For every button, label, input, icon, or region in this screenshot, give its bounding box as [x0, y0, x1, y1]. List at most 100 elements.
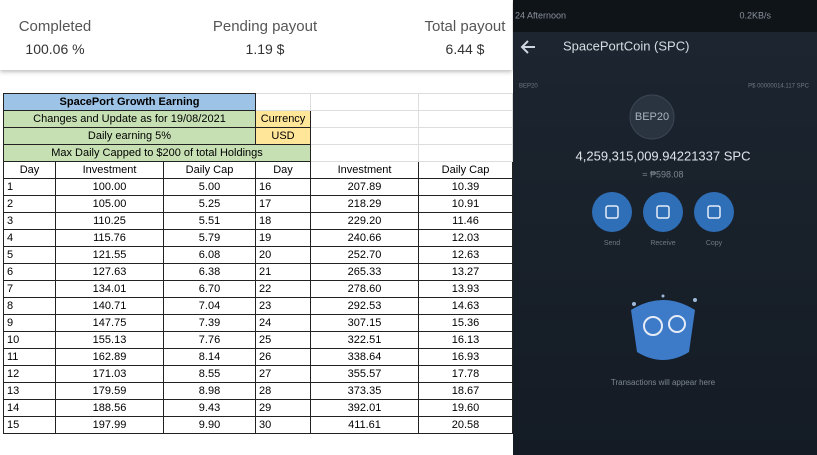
data-row: 14 188.56 9.43 29 392.01 19.60 [3, 399, 513, 417]
cell: 373.35 [310, 382, 419, 400]
cell: 8.55 [163, 365, 256, 383]
stat-label: Pending payout [212, 18, 318, 35]
cell: 27 [255, 365, 311, 383]
cell: 9.43 [163, 399, 256, 417]
wallet-screen: 24 Afternoon 0.2KB/s SpacePortCoin (SPC)… [513, 0, 817, 455]
empty-illustration [631, 294, 697, 360]
fiat-balance: ≈ ₱598.08 [643, 169, 684, 179]
cell: 10.91 [418, 195, 513, 213]
token-badge [629, 94, 675, 140]
cell: 307.15 [310, 314, 419, 332]
cell: 28 [255, 382, 311, 400]
action-button[interactable] [694, 192, 734, 232]
cell: 7 [3, 280, 56, 298]
cell: 8 [3, 297, 56, 315]
data-row: 13 179.59 8.98 28 373.35 18.67 [3, 382, 513, 400]
cell: 16.13 [418, 331, 513, 349]
cell: 19 [255, 229, 311, 247]
data-row: 3 110.25 5.51 18 229.20 11.46 [3, 212, 513, 230]
cell: 2 [3, 195, 56, 213]
cell: 5.79 [163, 229, 256, 247]
currency-label: Currency [255, 110, 311, 128]
currency: USD [255, 127, 311, 145]
back-button[interactable] [520, 40, 535, 54]
cell: 26 [255, 348, 311, 366]
cell: 411.61 [310, 416, 419, 434]
data-row: 10 155.13 7.76 25 322.51 16.13 [3, 331, 513, 349]
column-header: Day [255, 161, 311, 179]
action-button[interactable] [643, 192, 683, 232]
stat: Pending payout 1.19 $ [200, 18, 330, 57]
cell: 127.63 [55, 263, 164, 281]
daily-earning: Daily earning 5% [3, 127, 256, 145]
sheet-update: Changes and Update as for 19/08/2021 [3, 110, 256, 128]
spreadsheet: SpacePort Growth Earning Changes and Upd… [3, 93, 513, 434]
cell: 17.78 [418, 365, 513, 383]
cell: 6.38 [163, 263, 256, 281]
cell: 218.29 [310, 195, 419, 213]
data-row: 6 127.63 6.38 21 265.33 13.27 [3, 263, 513, 281]
data-row: 11 162.89 8.14 26 338.64 16.93 [3, 348, 513, 366]
cell: 24 [255, 314, 311, 332]
cell: 110.25 [55, 212, 164, 230]
status-speed: 0.2KB/s [739, 10, 771, 20]
data-row: 1 100.00 5.00 16 207.89 10.39 [3, 178, 513, 196]
action-row: Send Receive Copy [592, 192, 734, 247]
stat-label: Total payout [424, 18, 506, 35]
data-row: 7 134.01 6.70 22 278.60 13.93 [3, 280, 513, 298]
cell: 207.89 [310, 178, 419, 196]
cell: 338.64 [310, 348, 419, 366]
cell: 252.70 [310, 246, 419, 264]
column-header: Daily Cap [163, 161, 256, 179]
cell: 18.67 [418, 382, 513, 400]
status-bar [513, 0, 817, 32]
cell: 11.46 [418, 212, 513, 230]
empty-message: Transactions will appear here [611, 378, 716, 387]
action-icon [707, 205, 721, 219]
cell: 9.90 [163, 416, 256, 434]
action-button[interactable] [592, 192, 632, 232]
cell: 14.63 [418, 297, 513, 315]
cell: 7.76 [163, 331, 256, 349]
cell: 8.98 [163, 382, 256, 400]
cell: 21 [255, 263, 311, 281]
stat-value: 100.06 % [25, 41, 85, 57]
cell: 7.04 [163, 297, 256, 315]
cell: 15.36 [418, 314, 513, 332]
stat-value: 1.19 $ [245, 41, 285, 57]
cell: 29 [255, 399, 311, 417]
data-row: 9 147.75 7.39 24 307.15 15.36 [3, 314, 513, 332]
token-badge-label: BEP20 [635, 111, 669, 123]
cell: 6 [3, 263, 56, 281]
cell: 25 [255, 331, 311, 349]
cell: 13.27 [418, 263, 513, 281]
cell: 10 [3, 331, 56, 349]
column-header: Day [3, 161, 56, 179]
cell: 265.33 [310, 263, 419, 281]
cell: 19.60 [418, 399, 513, 417]
cell: 20 [255, 246, 311, 264]
cell: 240.66 [310, 229, 419, 247]
cell: 9 [3, 314, 56, 332]
column-header: Investment [55, 161, 164, 179]
cell: 13 [3, 382, 56, 400]
cell: 322.51 [310, 331, 419, 349]
action-icon [656, 205, 670, 219]
cell: 188.56 [55, 399, 164, 417]
cell: 197.99 [55, 416, 164, 434]
cell: 1 [3, 178, 56, 196]
cell: 5.51 [163, 212, 256, 230]
action-label: Copy [706, 240, 723, 247]
cell: 18 [255, 212, 311, 230]
cell: 10.39 [418, 178, 513, 196]
cell: 12 [3, 365, 56, 383]
cell: 3 [3, 212, 56, 230]
sheet-title: SpacePort Growth Earning [3, 93, 256, 111]
stat: Total payout 6.44 $ [410, 18, 520, 57]
cell: 115.76 [55, 229, 164, 247]
cell: 12.63 [418, 246, 513, 264]
header-row: Day Investment Daily Cap Day Investment Daily… [3, 161, 513, 179]
stats-bar: Completed 100.06 % Pending payout 1.19 $ T… [0, 0, 512, 70]
stat-label: Completed [18, 18, 92, 35]
